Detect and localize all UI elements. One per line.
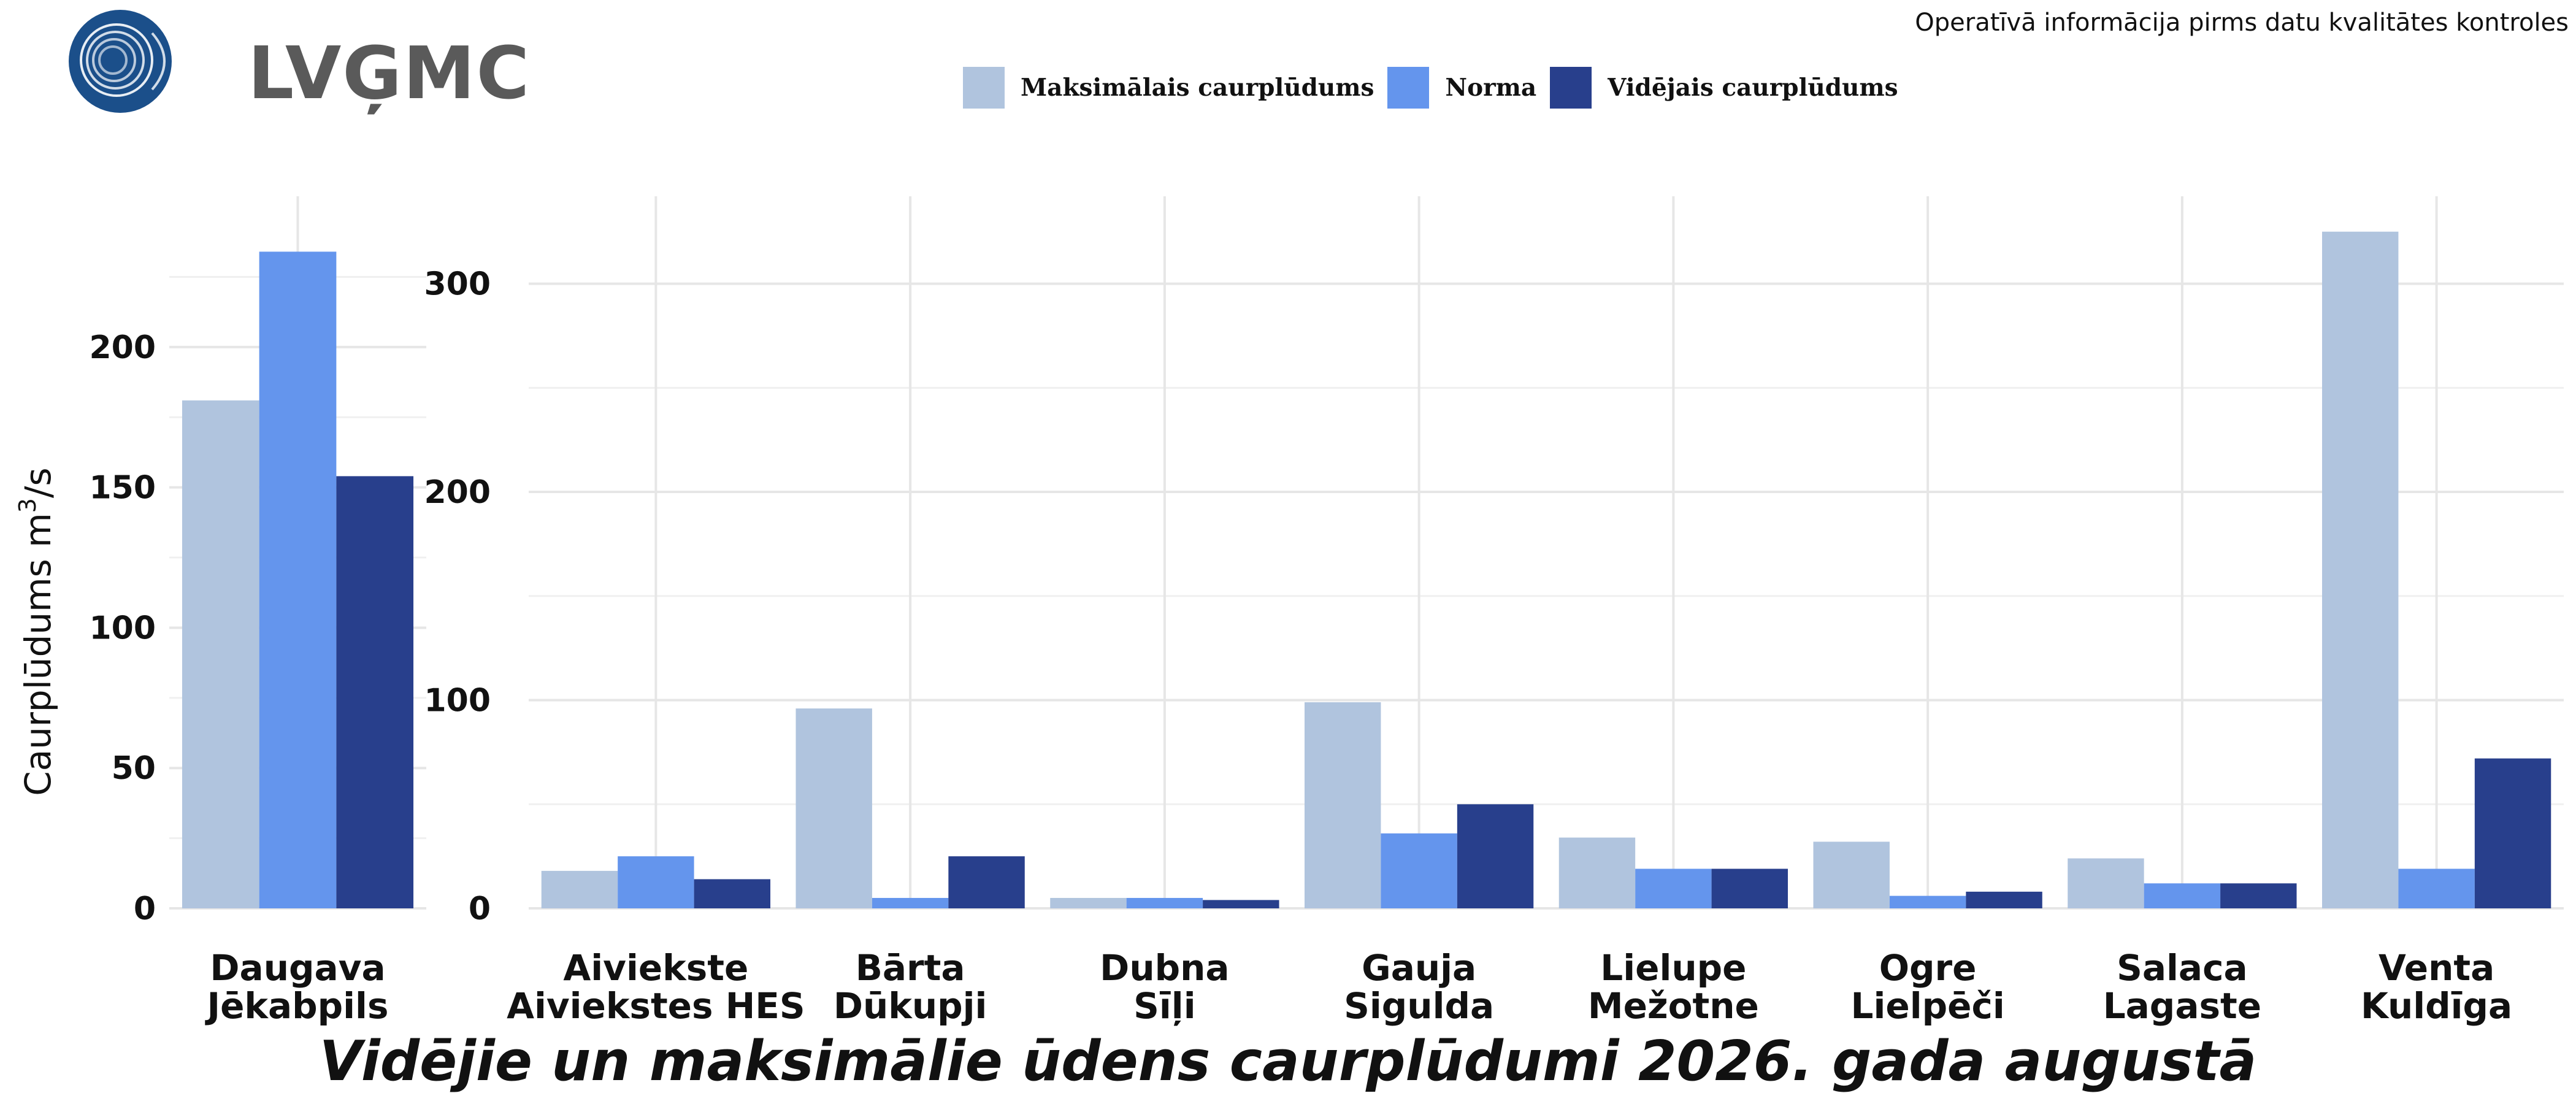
right-y-tick-label: 300	[424, 266, 491, 303]
right-bar-avg	[1711, 868, 1788, 908]
left-bar-avg	[336, 476, 414, 908]
left-bar-max	[182, 400, 259, 908]
right-x-tick-label: Aiviekstes HES	[507, 985, 805, 1027]
right-bar-max	[1813, 841, 1890, 908]
right-bar-max	[795, 708, 872, 908]
right-x-tick-label: Gauja	[1362, 947, 1476, 989]
right-x-tick-label: Dubna	[1100, 947, 1229, 989]
right-bar-norm	[872, 898, 949, 908]
legend-item-max: Maksimālais caurplūdums	[963, 67, 1374, 109]
legend-swatch-norm	[1387, 67, 1430, 109]
legend-label-avg: Vidējais caurplūdums	[1608, 74, 1898, 102]
right-x-tick-label: Lielupe	[1600, 947, 1746, 989]
right-bar-avg	[1203, 900, 1279, 908]
left-y-tick-label: 50	[112, 750, 156, 787]
right-bar-norm	[2144, 883, 2221, 908]
right-x-tick-label: Kuldīga	[2361, 985, 2512, 1027]
right-bar-avg	[1457, 804, 1534, 908]
right-x-tick-label: Lielpēči	[1851, 985, 2005, 1027]
right-x-tick-label: Venta	[2379, 947, 2494, 989]
left-y-tick-label: 150	[89, 470, 156, 507]
left-x-tick-label: Jēkabpils	[205, 985, 389, 1027]
lvgmc-logo: LVĢMC	[66, 9, 529, 119]
left-bar-norm	[259, 251, 337, 909]
right-bar-avg	[2220, 883, 2297, 908]
legend-item-avg: Vidējais caurplūdums	[1550, 67, 1898, 109]
right-bar-norm	[2398, 868, 2475, 908]
quality-notice: Operatīvā informācija pirms datu kvalitā…	[1915, 9, 2569, 37]
right-bar-norm	[618, 856, 694, 908]
left-y-tick-label: 0	[134, 891, 156, 927]
right-bar-max	[541, 870, 618, 908]
left-x-tick-label: Daugava	[210, 947, 385, 989]
right-bar-avg	[694, 879, 771, 908]
left-y-tick-label: 100	[89, 610, 156, 646]
legend-item-norm: Norma	[1387, 67, 1536, 109]
right-bar-norm	[1126, 898, 1203, 908]
right-bar-avg	[948, 856, 1025, 908]
right-x-tick-label: Mežotne	[1588, 985, 1759, 1027]
logo-text: LVĢMC	[248, 31, 531, 115]
right-bar-max	[1304, 702, 1381, 908]
right-x-tick-label: Sigulda	[1344, 985, 1494, 1027]
right-bar-max	[1558, 837, 1636, 908]
right-bar-max	[2068, 858, 2144, 908]
right-y-tick-label: 100	[424, 683, 491, 719]
right-bar-norm	[1889, 895, 1966, 908]
right-bar-max	[2321, 231, 2399, 908]
right-bar-max	[1050, 898, 1127, 908]
right-x-tick-label: Aiviekste	[563, 947, 748, 989]
right-x-tick-label: Dūkupji	[834, 985, 987, 1027]
left-y-tick-label: 200	[89, 329, 156, 366]
right-bar-norm	[1381, 833, 1457, 908]
right-bar-avg	[2474, 758, 2551, 908]
y-axis-label: Caurplūdums m3/s	[14, 467, 59, 796]
legend: Maksimālais caurplūdums Norma Vidējais c…	[963, 66, 1898, 109]
legend-swatch-max	[963, 67, 1005, 109]
logo-swirl-icon	[69, 10, 172, 113]
right-x-tick-label: Sīļi	[1133, 985, 1195, 1027]
right-bar-norm	[1635, 868, 1712, 908]
legend-swatch-avg	[1550, 67, 1592, 109]
right-x-tick-label: Lagaste	[2103, 985, 2261, 1027]
legend-label-norm: Norma	[1445, 74, 1537, 102]
right-x-tick-label: Bārta	[856, 947, 965, 989]
chart-title: Vidējie un maksimālie ūdens caurplūdumi …	[319, 1029, 2257, 1094]
right-y-tick-label: 0	[469, 891, 491, 927]
legend-label-max: Maksimālais caurplūdums	[1021, 74, 1374, 102]
right-x-tick-label: Salaca	[2117, 947, 2247, 989]
right-y-tick-label: 200	[424, 474, 491, 511]
right-x-tick-label: Ogre	[1879, 947, 1977, 989]
right-bar-avg	[1966, 891, 2042, 908]
